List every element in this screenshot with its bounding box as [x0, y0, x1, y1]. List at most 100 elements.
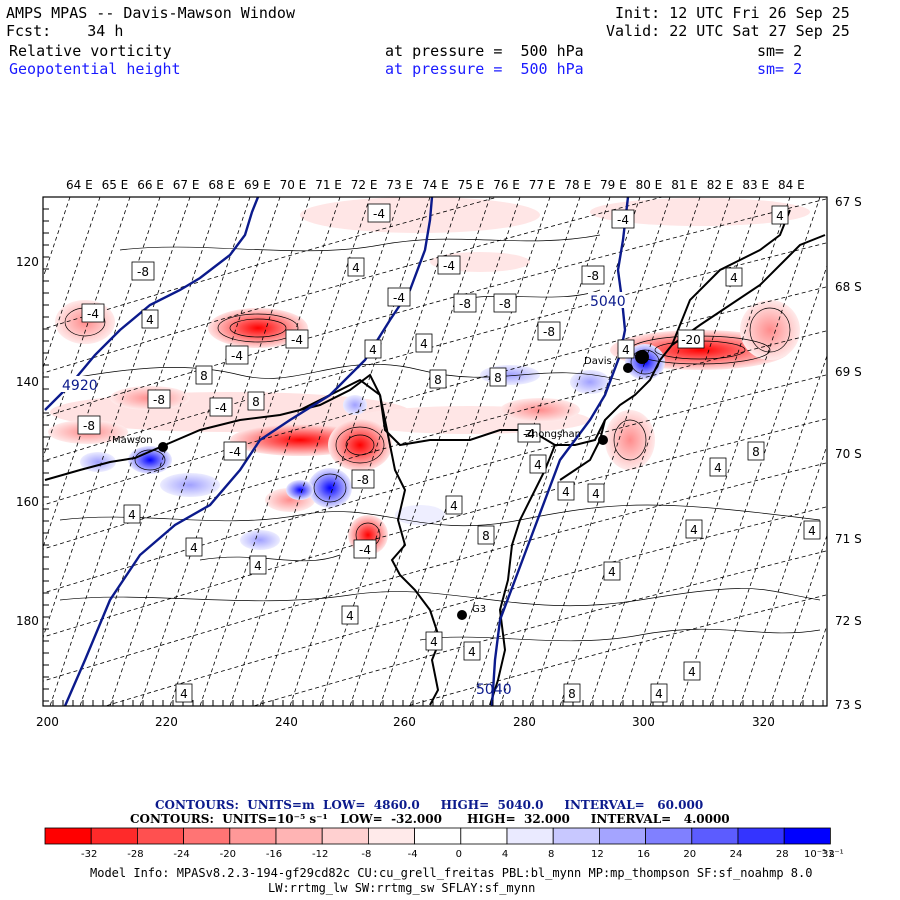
lon-label: 65 E — [102, 178, 129, 192]
vorticity-label: 4 — [463, 641, 481, 661]
vorticity-label: -8 — [581, 265, 605, 285]
station-g3-marker — [457, 610, 467, 620]
colorbar-label: -16 — [266, 849, 282, 860]
lat-label: 68 S — [835, 280, 862, 294]
lon-label: 81 E — [671, 178, 698, 192]
svg-text:4: 4 — [352, 261, 360, 275]
svg-text:-8: -8 — [153, 393, 165, 407]
vorticity-label: 4 — [185, 537, 203, 557]
height-label-4920: 4920 — [62, 378, 98, 394]
x-axis-label: 220 — [155, 715, 178, 729]
colorbar-swatch — [783, 827, 831, 845]
vorticity-label: 4 — [141, 309, 159, 329]
height-label-5040-north: 5040 — [590, 294, 626, 310]
vorticity-label: 4 — [425, 631, 443, 651]
colorbar-units: 10⁻⁵ s⁻¹ — [804, 849, 844, 860]
svg-text:4: 4 — [608, 565, 616, 579]
svg-text:4: 4 — [534, 458, 542, 472]
station-davis-marker — [623, 363, 633, 373]
svg-text:-8: -8 — [543, 325, 555, 339]
vorticity-label: 4 — [685, 519, 703, 539]
svg-text:4: 4 — [730, 271, 738, 285]
lon-label: 72 E — [351, 178, 378, 192]
svg-text:-8: -8 — [357, 473, 369, 487]
vorticity-label: 8 — [195, 365, 213, 385]
x-axis-label: 240 — [275, 715, 298, 729]
lon-label: 74 E — [422, 178, 449, 192]
field1-name: Relative vorticity — [9, 42, 172, 60]
vorticity-label: -8 — [351, 469, 375, 489]
colorbar-swatch — [460, 827, 508, 845]
vorticity-label: -8 — [537, 321, 561, 341]
colorbar-swatch — [691, 827, 739, 845]
station-davis-label: Davis — [584, 356, 612, 367]
contours-vorticity-info: CONTOURS: UNITS=10⁻⁵ s⁻¹ LOW= -32.000 HI… — [130, 812, 730, 826]
y-axis-label: 140 — [16, 375, 39, 389]
vorticity-label: -4 — [367, 203, 391, 223]
lon-label: 75 E — [458, 178, 485, 192]
vorticity-label: 4 — [415, 333, 433, 353]
height-label-5040-south: 5040 — [476, 682, 512, 698]
colorbar-swatch — [44, 827, 92, 845]
field1-smoothing: sm= 2 — [757, 42, 803, 60]
lat-label: 67 S — [835, 195, 862, 209]
contours-height-info: CONTOURS: UNITS=m LOW= 4860.0 HIGH= 5040… — [155, 798, 704, 812]
vorticity-label: -4 — [285, 329, 309, 349]
colorbar-swatch — [506, 827, 554, 845]
svg-text:-4: -4 — [523, 427, 535, 441]
colorbar-swatch — [321, 827, 369, 845]
svg-text:-8: -8 — [83, 419, 95, 433]
vorticity-label: -4 — [437, 255, 461, 275]
vorticity-label: 4 — [347, 257, 365, 277]
svg-text:8: 8 — [200, 369, 208, 383]
svg-text:4: 4 — [714, 461, 722, 475]
svg-text:4: 4 — [776, 209, 784, 223]
svg-text:4: 4 — [808, 524, 816, 538]
field2-name: Geopotential height — [9, 60, 181, 78]
colorbar-label: 8 — [548, 849, 554, 860]
vorticity-label: -4 — [225, 345, 249, 365]
vorticity-label: 4 — [445, 495, 463, 515]
station-zhongshan-label: Zhongshan — [525, 429, 581, 440]
colorbar-swatch — [599, 827, 647, 845]
vorticity-label: 4 — [123, 504, 141, 524]
svg-text:-4: -4 — [229, 445, 241, 459]
station-g3-label: G3 — [472, 604, 486, 615]
svg-text:-4: -4 — [373, 207, 385, 221]
svg-text:4: 4 — [180, 687, 188, 701]
lat-label: 69 S — [835, 365, 862, 379]
svg-text:4: 4 — [146, 313, 154, 327]
svg-text:-4: -4 — [231, 349, 243, 363]
svg-text:-4: -4 — [215, 401, 227, 415]
vorticity-label: 8 — [247, 391, 265, 411]
svg-text:-8: -8 — [459, 297, 471, 311]
colorbar-swatch — [136, 827, 184, 845]
colorbar-label: 12 — [591, 849, 604, 860]
svg-text:8: 8 — [482, 529, 490, 543]
svg-text:4: 4 — [468, 645, 476, 659]
lon-label: 84 E — [778, 178, 805, 192]
vorticity-label: 4 — [249, 555, 267, 575]
colorbar-swatch — [737, 827, 785, 845]
station-mawson-label: Mawson — [112, 435, 153, 446]
svg-text:4: 4 — [592, 487, 600, 501]
lon-label: 68 E — [208, 178, 235, 192]
vorticity-label: 4 — [364, 339, 382, 359]
colorbar-label: -4 — [408, 849, 418, 860]
svg-text:-20: -20 — [681, 333, 701, 347]
svg-text:4: 4 — [688, 665, 696, 679]
init-time: Init: 12 UTC Fri 26 Sep 25 — [615, 4, 850, 22]
vorticity-label: 8 — [563, 683, 581, 703]
vorticity-label: 4 — [587, 483, 605, 503]
vorticity-label: -4 — [209, 397, 233, 417]
lon-label: 69 E — [244, 178, 271, 192]
svg-text:4: 4 — [346, 609, 354, 623]
colorbar-swatch — [229, 827, 277, 845]
lon-label: 67 E — [173, 178, 200, 192]
x-axis-label: 300 — [632, 715, 655, 729]
svg-text:4: 4 — [254, 559, 262, 573]
x-axis-label: 200 — [36, 715, 59, 729]
colorbar-label: 32 — [822, 849, 835, 860]
vorticity-label: 8 — [429, 369, 447, 389]
